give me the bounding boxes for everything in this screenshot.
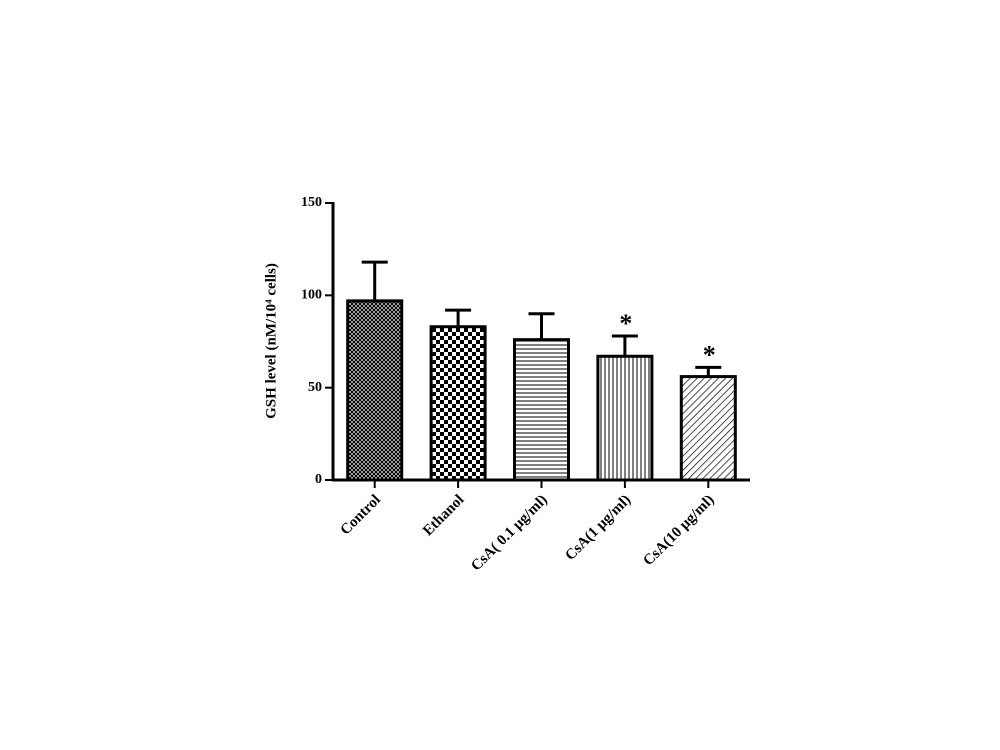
y-axis-label: GSH level (nM/10⁴ cells) [263,263,279,419]
x-tick-label: Control [337,492,383,538]
significance-label: * [619,309,632,338]
x-tick-label: Ethanol [420,492,467,539]
y-tick-label: 50 [308,380,322,395]
y-tick-label: 100 [301,288,322,303]
bar [679,375,737,482]
y-tick-label: 150 [301,195,322,210]
bar [596,354,654,482]
bar [346,299,404,482]
y-tick-label: 0 [315,472,322,487]
bar [513,338,570,482]
bar [429,325,487,482]
significance-label: * [703,340,716,369]
error-bar [361,260,388,301]
error-bar [695,365,722,377]
error-bar [528,312,555,340]
x-tick-label: CsA(1 μg/ml) [562,492,634,564]
x-tick-label: CsA( 0.1 μg/ml) [468,492,550,574]
x-tick-label: CsA(10 μg/ml) [640,492,717,569]
error-bar [611,334,638,357]
error-bar [445,308,472,327]
